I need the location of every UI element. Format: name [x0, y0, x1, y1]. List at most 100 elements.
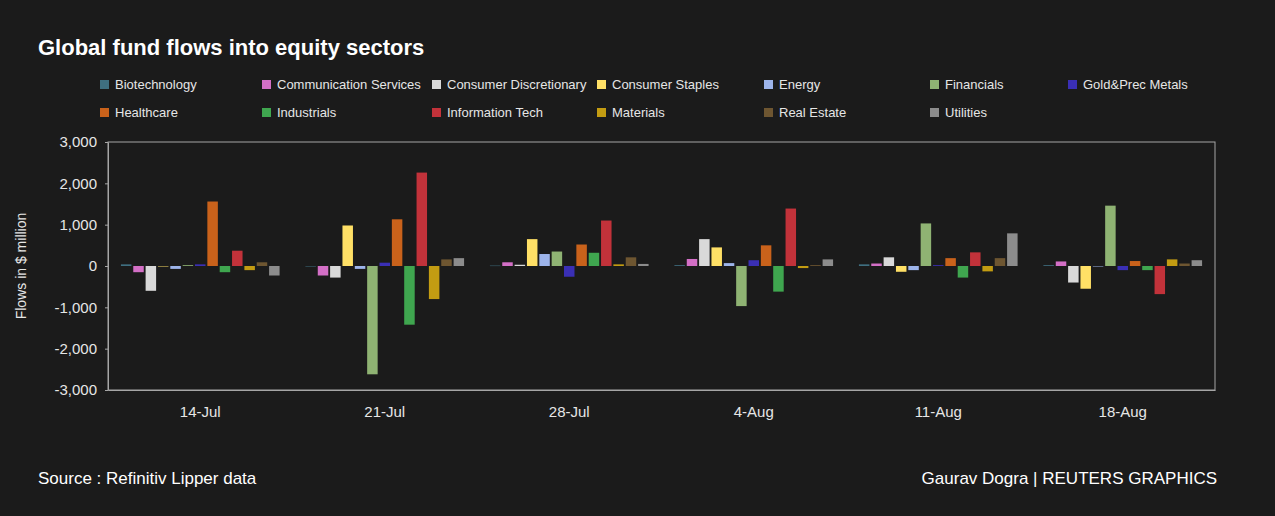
bar [613, 264, 623, 266]
bar [1167, 259, 1177, 266]
legend-swatch [930, 80, 939, 89]
plot-frame [108, 142, 1215, 390]
x-tick: 14-Jul [180, 390, 221, 420]
legend-swatch [262, 108, 271, 117]
bar [823, 259, 833, 266]
bar [687, 259, 697, 266]
bar [995, 258, 1005, 266]
bar [1142, 266, 1152, 270]
legend-swatch [597, 108, 606, 117]
bar [982, 266, 992, 271]
legend-label: Utilities [945, 105, 987, 120]
legend-label: Consumer Discretionary [447, 77, 587, 92]
y-tick: 2,000 [59, 175, 108, 192]
y-tick-label: -2,000 [54, 340, 97, 357]
x-axis: 14-Jul21-Jul28-Jul4-Aug11-Aug18-Aug [109, 390, 1216, 420]
y-tick: -3,000 [54, 381, 108, 398]
legend-swatch [764, 80, 773, 89]
legend-label: Biotechnology [115, 77, 197, 92]
legend-label: Real Estate [779, 105, 846, 120]
bar [170, 266, 180, 269]
bar [133, 266, 143, 272]
y-tick-label: 1,000 [59, 216, 97, 233]
background [0, 0, 1275, 516]
bar [1068, 266, 1078, 283]
bar [1056, 261, 1066, 266]
bar [146, 266, 156, 291]
bar [380, 263, 390, 266]
x-tick-label: 11-Aug [915, 403, 962, 420]
bar [552, 252, 562, 266]
x-tick-label: 21-Jul [364, 403, 405, 420]
legend-swatch [1068, 80, 1077, 89]
bar [674, 265, 684, 267]
bar [305, 266, 315, 268]
bar [158, 266, 168, 268]
y-tick-label: 0 [89, 257, 97, 274]
y-tick: -2,000 [54, 340, 108, 357]
y-tick-mark [105, 266, 108, 267]
x-tick-label: 14-Jul [180, 403, 221, 420]
bar [232, 251, 242, 266]
x-tick: 18-Aug [1099, 390, 1147, 420]
bar [527, 239, 537, 266]
legend-item: Healthcare [100, 105, 178, 120]
legend-item: Gold&Prec Metals [1068, 77, 1188, 92]
bar [884, 257, 894, 266]
bar [786, 209, 796, 266]
legend-item: Materials [597, 105, 665, 120]
bar [564, 266, 574, 277]
x-tick: 21-Jul [364, 390, 405, 420]
legend-label: Healthcare [115, 105, 178, 120]
y-tick: 3,000 [59, 133, 108, 150]
bar [958, 266, 968, 278]
legend-swatch [764, 108, 773, 117]
bar [515, 265, 525, 266]
x-axis-line [109, 390, 1216, 391]
bar [429, 266, 439, 299]
legend-item: Financials [930, 77, 1004, 92]
bar [502, 262, 512, 266]
bar [392, 219, 402, 266]
y-axis-line [108, 143, 109, 391]
bar [638, 264, 648, 266]
legend-swatch [597, 80, 606, 89]
y-tick: -1,000 [54, 299, 108, 316]
y-tick-label: 3,000 [59, 133, 97, 150]
legend-item: Consumer Discretionary [432, 77, 587, 92]
legend-swatch [432, 80, 441, 89]
legend-label: Materials [612, 105, 665, 120]
bar [1118, 266, 1128, 270]
y-tick-label: -1,000 [54, 299, 97, 316]
x-tick-label: 18-Aug [1099, 403, 1147, 420]
bar [417, 173, 427, 266]
legend-item: Utilities [930, 105, 987, 120]
bar [736, 266, 746, 306]
legend-item: Biotechnology [100, 77, 197, 92]
bar [626, 257, 636, 266]
y-tick-mark [105, 183, 108, 184]
bar [1179, 264, 1189, 266]
bar [441, 259, 451, 266]
y-tick-label: 2,000 [59, 175, 97, 192]
bar [539, 254, 549, 266]
bar [1093, 266, 1103, 268]
source-note: Source : Refinitiv Lipper data [38, 469, 257, 488]
legend-swatch [100, 80, 109, 89]
bar [908, 266, 918, 270]
bar [970, 252, 980, 266]
bar [257, 262, 267, 266]
bar [1130, 261, 1140, 266]
y-tick-mark [105, 349, 108, 350]
legend-label: Energy [779, 77, 821, 92]
y-tick-mark [105, 142, 108, 143]
bar [244, 266, 254, 270]
legend-label: Communication Services [277, 77, 421, 92]
credit-note: Gaurav Dogra | REUTERS GRAPHICS [922, 469, 1217, 488]
bar [207, 202, 217, 266]
bar [576, 245, 586, 266]
y-tick-mark [105, 307, 108, 308]
bar [367, 266, 377, 374]
y-tick-mark [105, 225, 108, 226]
bar [318, 266, 328, 276]
